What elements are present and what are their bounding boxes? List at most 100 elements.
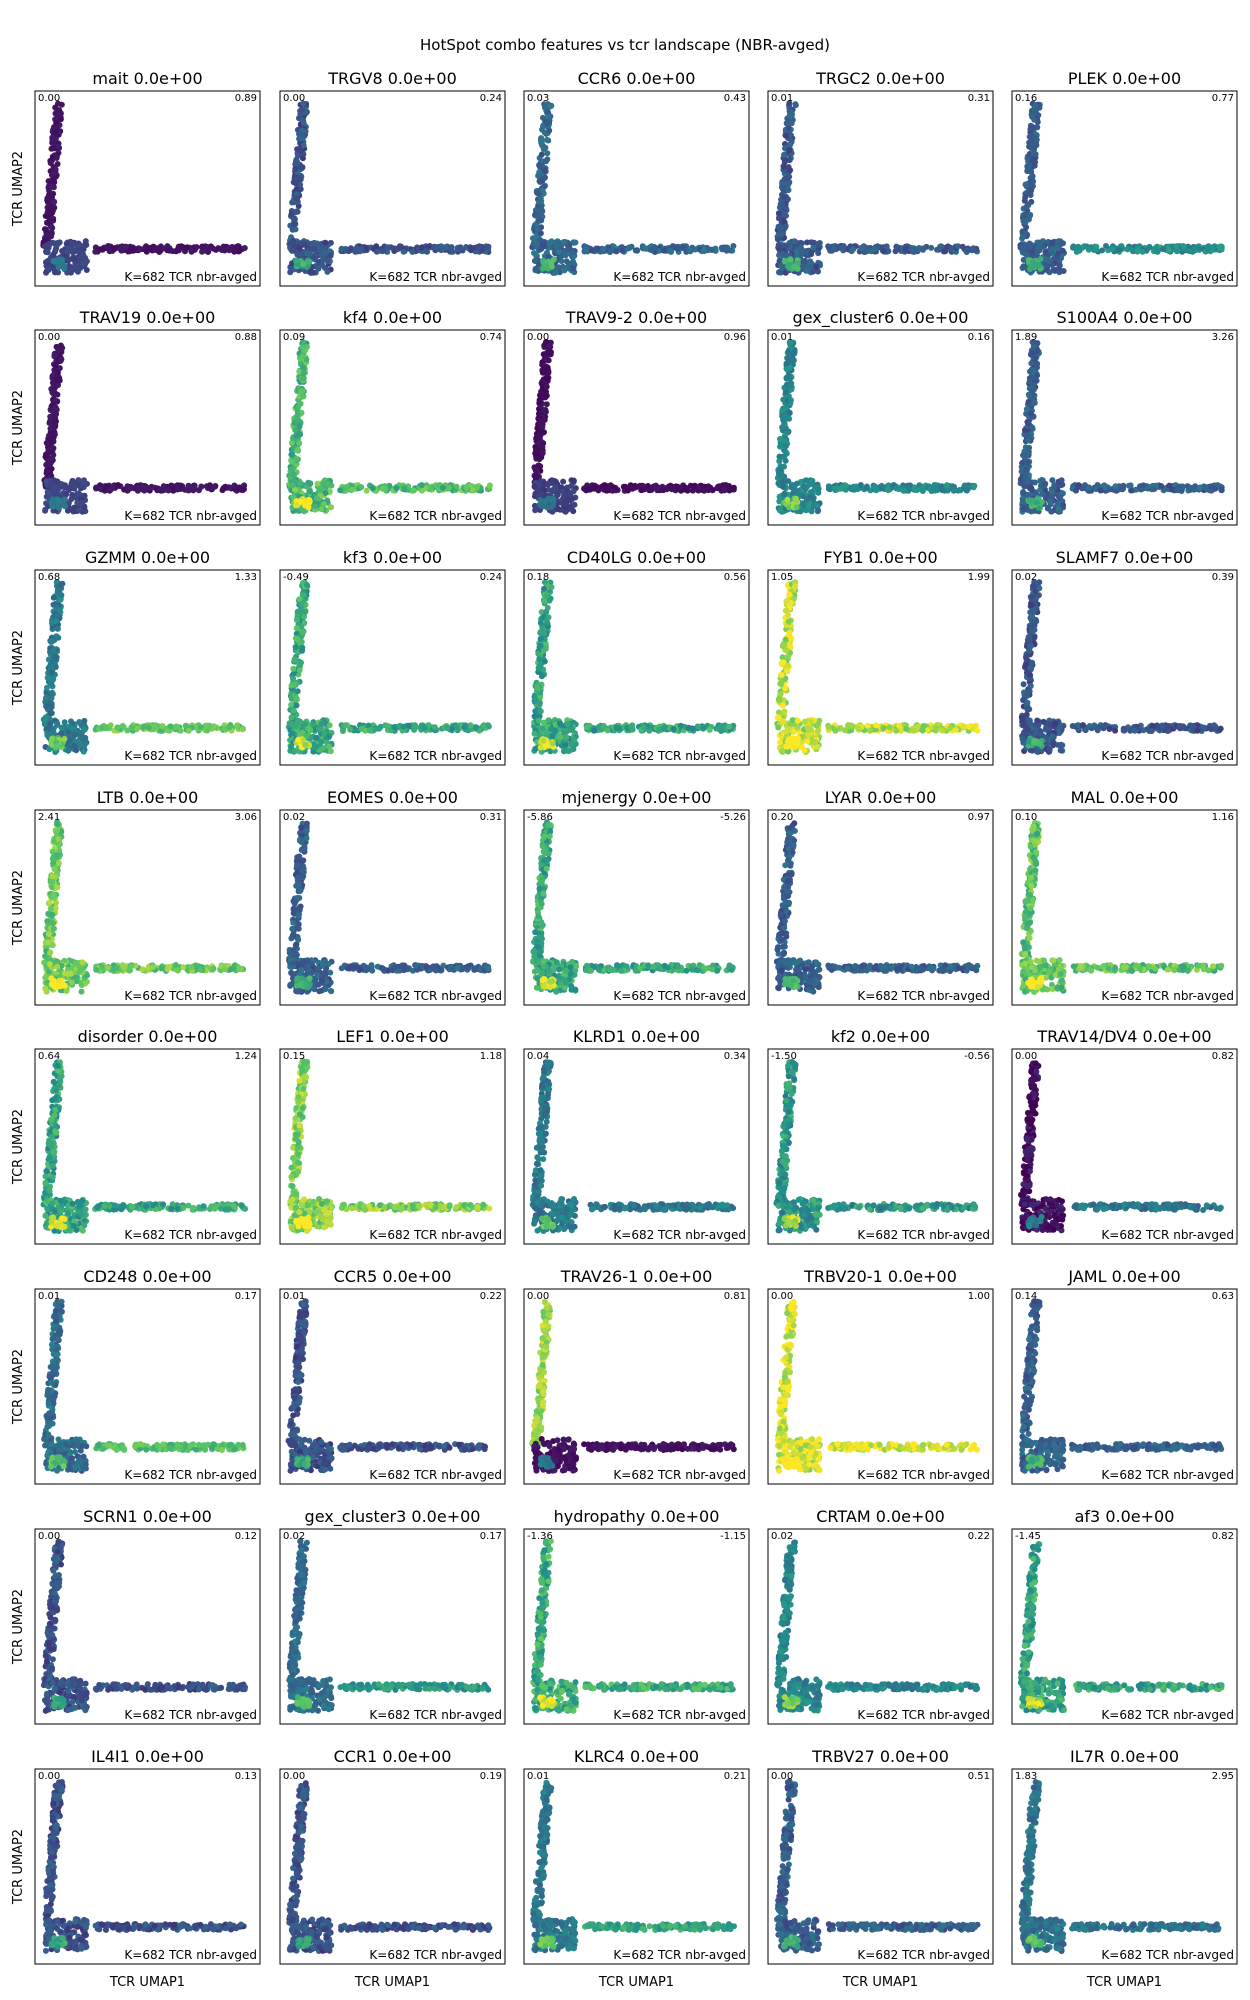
- scatter-point: [310, 269, 317, 276]
- scatter-point: [1086, 484, 1093, 491]
- panel-note: K=682 TCR nbr-avged: [124, 270, 257, 284]
- scatter-point: [569, 249, 576, 256]
- scatter-point: [71, 483, 78, 490]
- scatter-point: [463, 484, 470, 491]
- scatter-point: [543, 383, 550, 390]
- scatter-point: [807, 489, 814, 496]
- scatter-point: [543, 158, 549, 165]
- scatter-point: [114, 724, 121, 731]
- scatter-point: [781, 258, 788, 265]
- scatter-point: [369, 485, 376, 492]
- scatter-point: [648, 247, 655, 254]
- scatter-point: [53, 618, 59, 624]
- scatter-point: [1026, 444, 1033, 451]
- scatter-point: [928, 244, 935, 251]
- scatter-point: [849, 486, 856, 493]
- scatter-point: [560, 478, 567, 485]
- scatter-point: [542, 408, 549, 415]
- scatter-point: [119, 722, 126, 729]
- scatter-point: [570, 477, 577, 484]
- scatter-point: [99, 246, 106, 253]
- scatter-point: [1019, 498, 1026, 505]
- scatter-point: [793, 495, 800, 502]
- scatter-point: [1046, 269, 1053, 276]
- scatter-point: [49, 496, 56, 503]
- scatter-point: [959, 243, 966, 250]
- scatter-point: [892, 248, 899, 255]
- scatter-point: [810, 268, 817, 275]
- scatter-point: [535, 217, 542, 224]
- scatter-point: [208, 243, 214, 250]
- scatter-panel: GZMM 0.0e+000.68 1.33K=682 TCR nbr-avgedT…: [11, 548, 261, 766]
- scatter-point: [1028, 486, 1035, 493]
- panel-note: K=682 TCR nbr-avged: [1101, 509, 1234, 523]
- scatter-point: [220, 485, 227, 492]
- scatter-point: [589, 247, 596, 254]
- scatter-point: [486, 482, 493, 489]
- scatter-point: [775, 223, 782, 230]
- scatter-point: [690, 483, 697, 490]
- scatter-point: [425, 243, 432, 250]
- scatter-point: [538, 502, 545, 509]
- scatter-point: [50, 676, 57, 683]
- scatter-point: [553, 242, 560, 249]
- scatter-point: [453, 483, 460, 490]
- scatter-point: [563, 258, 570, 265]
- scatter-point: [775, 480, 782, 487]
- scatter-point: [532, 447, 539, 454]
- scatter-point: [1035, 244, 1042, 251]
- scatter-point: [1175, 484, 1182, 491]
- scatter-point: [1173, 243, 1180, 250]
- color-min-label: 0.00: [38, 332, 60, 343]
- scatter-point: [696, 484, 703, 491]
- scatter-point: [43, 478, 50, 485]
- scatter-point: [303, 109, 310, 115]
- scatter-point: [50, 177, 57, 184]
- scatter-point: [476, 245, 483, 252]
- scatter-point: [970, 483, 977, 490]
- panel-title: GZMM 0.0e+00: [85, 548, 210, 567]
- scatter-point: [52, 384, 58, 391]
- scatter-point: [555, 248, 562, 255]
- scatter-point: [561, 267, 568, 274]
- scatter-point: [724, 244, 731, 251]
- scatter-point: [800, 263, 807, 270]
- scatter-point: [52, 488, 58, 495]
- scatter-point: [65, 723, 72, 730]
- scatter-point: [793, 248, 800, 255]
- scatter-point: [1026, 497, 1033, 503]
- scatter-point: [776, 269, 782, 276]
- scatter-point: [634, 247, 641, 254]
- scatter-point: [56, 504, 62, 511]
- scatter-point: [1186, 247, 1192, 254]
- scatter-point: [318, 506, 325, 513]
- scatter-point: [174, 247, 181, 253]
- scatter-point: [1042, 480, 1049, 487]
- color-min-label: 0.00: [38, 93, 60, 104]
- scatter-point: [592, 484, 599, 491]
- scatter-point: [81, 492, 88, 499]
- panel-title: TRAV19 0.0e+00: [79, 308, 216, 327]
- scatter-point: [45, 266, 52, 273]
- scatter-point: [1109, 246, 1116, 253]
- scatter-point: [183, 722, 190, 729]
- scatter-point: [1060, 502, 1066, 508]
- scatter-point: [287, 269, 294, 276]
- scatter-point: [55, 634, 62, 641]
- scatter-point: [1073, 487, 1079, 494]
- scatter-point: [55, 497, 62, 504]
- scatter-point: [1196, 245, 1203, 252]
- scatter-point: [808, 251, 815, 258]
- scatter-point: [299, 387, 306, 394]
- scatter-point: [48, 224, 55, 230]
- scatter-point: [48, 145, 55, 152]
- scatter-point: [1036, 262, 1043, 269]
- scatter-point: [297, 480, 304, 487]
- scatter-point: [137, 246, 144, 253]
- scatter-point: [680, 244, 687, 251]
- scatter-point: [300, 375, 307, 382]
- scatter-point: [173, 723, 180, 730]
- figure-suptitle: HotSpot combo features vs tcr landscape …: [420, 36, 830, 54]
- scatter-point: [178, 243, 185, 250]
- scatter-point: [424, 248, 431, 255]
